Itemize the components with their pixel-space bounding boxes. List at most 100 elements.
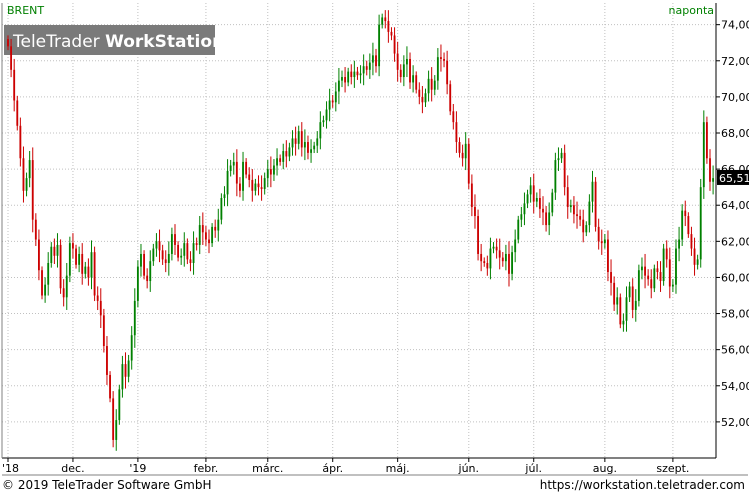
candle <box>310 139 312 163</box>
candle-body <box>7 39 9 47</box>
candle-body <box>263 178 266 189</box>
candle <box>542 196 544 226</box>
candle-body <box>10 46 13 70</box>
y-tick-label: 74,00 <box>721 19 749 32</box>
candle-body <box>396 53 399 70</box>
candle-body <box>449 84 452 112</box>
candle-body <box>687 216 690 235</box>
candle-body <box>350 71 353 78</box>
candle-body <box>127 360 130 377</box>
candle <box>7 35 9 51</box>
candle <box>232 152 235 175</box>
candle-body <box>452 111 455 123</box>
candle-body <box>424 93 427 103</box>
candle <box>449 80 452 116</box>
candle-body <box>269 169 272 175</box>
candle <box>637 264 640 307</box>
x-tick-label: szept. <box>656 462 689 475</box>
candle-body <box>693 248 696 265</box>
candle-body <box>520 214 523 220</box>
candle <box>421 86 424 114</box>
candle-body <box>152 248 155 262</box>
candle-body <box>637 270 640 301</box>
candle <box>495 238 498 259</box>
candle <box>511 245 514 281</box>
candle-body <box>334 91 337 103</box>
candle <box>19 117 22 167</box>
candle-body <box>523 203 526 215</box>
candle-body <box>102 315 105 347</box>
candle <box>106 336 108 385</box>
candle <box>28 150 31 188</box>
candle-body <box>365 66 368 70</box>
x-axis-labels: '18 dec. '19 febr. márc. ápr. máj. jún. júl. aug.… <box>2 462 689 475</box>
candle-body <box>239 183 241 191</box>
candle <box>427 70 430 102</box>
candle <box>659 261 662 292</box>
candle <box>371 42 374 76</box>
candle <box>208 229 210 254</box>
candle <box>263 172 266 195</box>
candle <box>650 269 653 299</box>
x-tick-label: '19 <box>129 462 146 475</box>
candle <box>696 254 699 270</box>
candle-body <box>316 138 319 146</box>
candle-body <box>532 185 535 202</box>
candle <box>167 241 170 276</box>
candle <box>548 202 551 236</box>
candle-body <box>545 212 548 226</box>
candle-body <box>415 75 418 90</box>
candle <box>130 326 133 370</box>
candle <box>81 243 84 285</box>
candle <box>514 229 517 263</box>
candle-body <box>167 253 170 263</box>
candle <box>257 175 260 196</box>
candle <box>44 277 47 303</box>
candle <box>31 147 34 233</box>
candle-body <box>109 374 111 399</box>
candle <box>115 409 118 451</box>
candle <box>72 233 74 259</box>
candle <box>579 209 582 227</box>
candle <box>198 215 201 255</box>
candle-body <box>313 145 316 150</box>
candle <box>387 10 390 43</box>
y-tick-label: 72,00 <box>721 55 749 68</box>
candle-body <box>616 297 619 305</box>
candle <box>161 244 164 265</box>
candle-body <box>492 246 495 249</box>
candle-body <box>198 225 201 245</box>
candle-body <box>177 244 180 258</box>
candle-body <box>613 282 616 305</box>
candle-body <box>31 160 34 220</box>
candle <box>266 160 269 188</box>
candle <box>573 196 575 224</box>
candle-body <box>381 17 384 25</box>
candle <box>136 260 139 308</box>
candle <box>440 44 442 72</box>
candle-body <box>650 279 653 289</box>
candle-body <box>402 64 405 78</box>
candle-body <box>406 58 408 65</box>
candle <box>334 82 337 112</box>
candle-body <box>353 71 356 78</box>
candle <box>59 239 62 294</box>
candle-body <box>470 183 473 208</box>
candle-body <box>641 266 643 271</box>
candle-body <box>702 122 705 188</box>
candle-body <box>140 253 142 267</box>
candle <box>344 67 347 93</box>
candle <box>245 158 248 179</box>
candle <box>607 230 609 282</box>
footer-url[interactable]: https://workstation.teletrader.com <box>539 478 745 492</box>
candle-body <box>489 248 492 269</box>
candle-body <box>393 35 396 54</box>
candle-body <box>273 165 275 175</box>
watermark-text-prefix: TeleTrader <box>12 32 105 52</box>
candle-body <box>226 170 229 195</box>
candle <box>34 213 37 246</box>
candle-body <box>582 219 585 233</box>
candle-body <box>375 55 377 67</box>
candle <box>418 82 421 105</box>
